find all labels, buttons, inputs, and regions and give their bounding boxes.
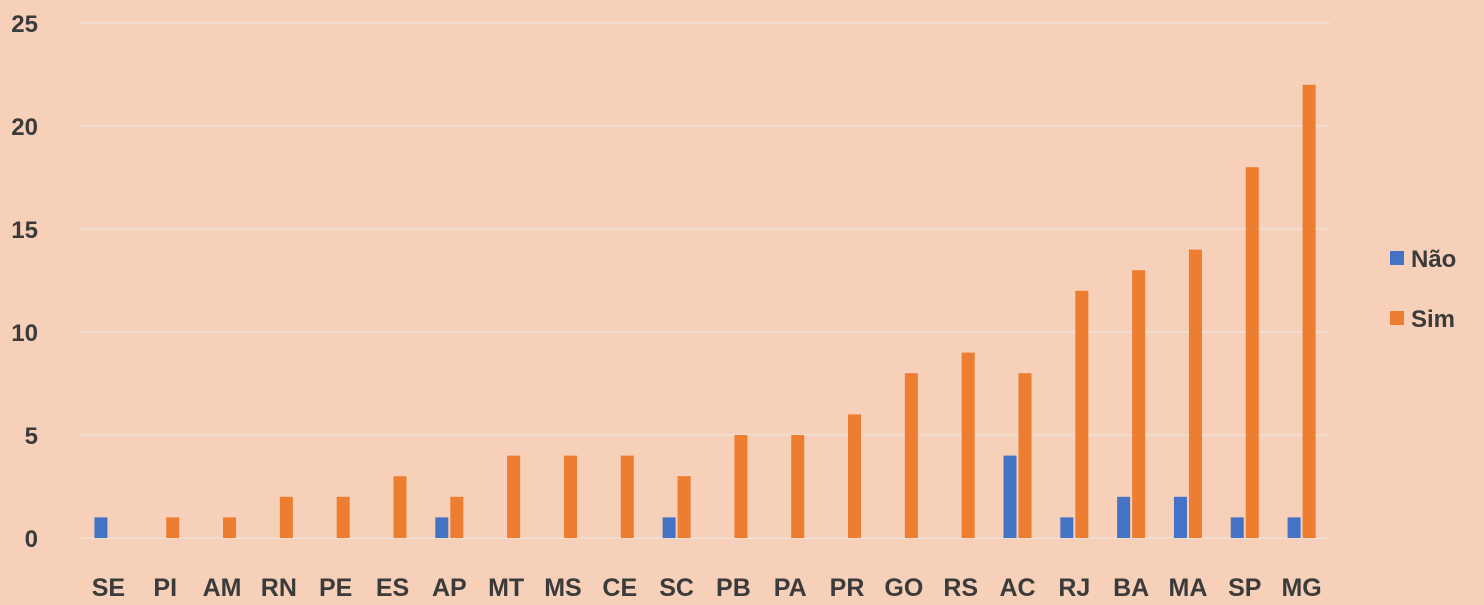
bar-sim-RJ <box>1075 290 1089 538</box>
legend-swatch-0 <box>1390 251 1404 265</box>
x-tick-label: RJ <box>1058 574 1090 600</box>
bar-sim-PB <box>734 435 748 538</box>
legend-swatch-1 <box>1390 311 1404 325</box>
x-tick-label: MS <box>544 574 582 600</box>
y-tick-label: 0 <box>25 526 38 553</box>
legend-label: Não <box>1411 246 1456 273</box>
x-axis-ticks: SE PI AM RN PE ES AP MT MS CE SC PB PA PR GO RS AC RJ BA MA… <box>92 574 1322 602</box>
y-tick-label: 20 <box>11 114 38 141</box>
bar-sim-GO <box>904 373 918 538</box>
bar-sim-RS <box>961 352 975 538</box>
bar-sim-MG <box>1302 84 1316 539</box>
y-tick-label: 5 <box>25 423 38 450</box>
x-tick-label: ES <box>376 574 409 600</box>
bar-sim-MA <box>1188 249 1202 538</box>
bar-sim-CE <box>620 455 634 538</box>
x-tick-label: PA <box>774 574 807 600</box>
bar-no-MA <box>1173 496 1187 538</box>
y-axis-ticks: 0 5 10 15 20 25 <box>11 11 38 553</box>
x-tick-label: PI <box>153 574 177 600</box>
x-tick-label: PB <box>716 574 751 600</box>
x-tick-label: RN <box>261 574 297 600</box>
x-tick-label: AP <box>432 574 467 600</box>
bars <box>94 84 1316 539</box>
bar-sim-SC <box>677 476 691 538</box>
x-tick-label: PR <box>830 574 865 600</box>
x-tick-label: MA <box>1169 574 1208 600</box>
bar-no-RJ <box>1060 517 1074 538</box>
x-tick-label: MT <box>488 574 524 600</box>
bar-no-AP <box>435 517 449 538</box>
bar-sim-RN <box>279 496 293 538</box>
bar-sim-ES <box>393 476 407 538</box>
bar-sim-AC <box>1018 373 1032 538</box>
bar-no-MG <box>1287 517 1301 538</box>
x-tick-label: BA <box>1113 574 1149 600</box>
legend: Não Sim <box>1390 246 1456 333</box>
bar-no-SE <box>94 517 108 538</box>
x-tick-label: RS <box>943 574 978 600</box>
bar-sim-PE <box>336 496 350 538</box>
bar-no-AC <box>1003 455 1017 538</box>
y-tick-label: 10 <box>11 320 38 347</box>
x-tick-label: SP <box>1228 574 1261 600</box>
y-tick-label: 25 <box>11 11 38 38</box>
x-tick-label: CE <box>602 574 637 600</box>
bar-no-SC <box>662 517 676 538</box>
bar-no-BA <box>1117 496 1131 538</box>
y-tick-label: 15 <box>11 217 38 244</box>
bar-sim-PA <box>791 435 805 538</box>
x-tick-label: GO <box>884 574 923 600</box>
bar-sim-MS <box>563 455 577 538</box>
x-tick-label: AC <box>999 574 1035 600</box>
bar-sim-PR <box>848 414 862 538</box>
bar-sim-AM <box>223 517 237 538</box>
bar-sim-AP <box>450 496 464 538</box>
x-tick-label: AM <box>203 574 242 600</box>
x-tick-label: SC <box>659 574 694 600</box>
bar-sim-SP <box>1245 167 1259 538</box>
bar-no-SP <box>1230 517 1244 538</box>
x-tick-label: PE <box>319 574 352 600</box>
x-tick-label: SE <box>92 574 125 600</box>
bar-sim-MT <box>507 455 521 538</box>
x-tick-label: MG <box>1281 574 1321 600</box>
legend-label: Sim <box>1411 306 1455 333</box>
bar-sim-BA <box>1132 270 1146 538</box>
bar-sim-PI <box>166 517 180 538</box>
